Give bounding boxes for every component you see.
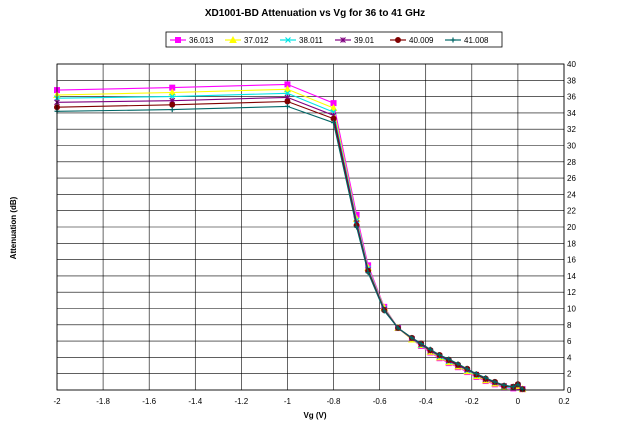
legend-label: 38.011 — [299, 36, 323, 45]
data-point — [395, 325, 401, 331]
x-tick-labels: -2 -1.8 -1.6 -1.4 -1.2 -1 -0.8 -0.6 -0.4 -0.2 0 0.2 — [53, 397, 570, 406]
data-point — [446, 356, 452, 362]
x-tick-label: -0.4 — [419, 397, 433, 406]
y-tick-label: 36 — [567, 93, 576, 102]
data-point — [329, 103, 338, 112]
y-tick-label: 34 — [567, 109, 576, 118]
legend-marker — [340, 37, 346, 43]
x-axis-label: Vg (V) — [303, 411, 326, 420]
x-tick-label: -2 — [53, 397, 61, 406]
data-point — [437, 352, 443, 358]
legend-label: 41.008 — [464, 36, 489, 45]
data-point — [473, 371, 479, 377]
x-tick-label: -1.2 — [234, 397, 248, 406]
y-tick-label: 22 — [567, 207, 576, 216]
x-tick-label: -1.8 — [96, 397, 110, 406]
y-tick-label: 0 — [567, 386, 572, 395]
x-tick-label: -1.6 — [142, 397, 156, 406]
legend-item: 40.009 — [390, 36, 434, 45]
data-point — [492, 379, 498, 385]
y-tick-label: 4 — [567, 353, 572, 362]
legend-marker — [395, 37, 401, 43]
legend-marker — [450, 37, 456, 43]
data-point — [418, 341, 424, 347]
y-tick-label: 2 — [567, 370, 572, 379]
data-point — [284, 103, 290, 109]
data-point — [464, 366, 470, 372]
data-point — [354, 224, 360, 230]
y-tick-label: 8 — [567, 321, 572, 330]
y-tick-label: 12 — [567, 288, 576, 297]
y-tick-label: 14 — [567, 272, 576, 281]
legend-item: 39.01 — [335, 36, 375, 45]
legend-item: 37.012 — [225, 35, 269, 45]
legend-marker — [175, 37, 181, 43]
series-line — [56, 83, 523, 390]
y-tick-label: 24 — [567, 190, 576, 199]
data-point — [409, 335, 415, 341]
data-point — [483, 375, 489, 381]
y-axis-label: Attenuation (dB) — [9, 196, 18, 259]
legend-box — [165, 31, 503, 48]
y-tick-label: 40 — [567, 60, 576, 69]
x-tick-label: -1.4 — [188, 397, 202, 406]
data-point — [381, 308, 387, 314]
data-point — [331, 120, 337, 126]
data-point — [283, 85, 292, 93]
y-tick-label: 38 — [567, 76, 576, 85]
legend-item: 36.013 — [170, 36, 214, 45]
legend-marker — [285, 37, 291, 43]
data-point — [427, 346, 433, 352]
data-point — [455, 361, 461, 367]
series-layer — [53, 81, 527, 393]
x-tick-label: -0.2 — [465, 397, 479, 406]
y-tick-label: 32 — [567, 125, 576, 134]
axes — [56, 63, 565, 391]
legend-marker — [229, 35, 237, 43]
data-point — [168, 88, 177, 96]
legend: 36.013 37.012 38.011 39.01 40.009 41.008 — [165, 31, 503, 48]
plot-border — [56, 63, 565, 391]
legend-item: 41.008 — [445, 36, 489, 45]
y-tick-label: 26 — [567, 174, 576, 183]
x-tick-label: 0.2 — [558, 397, 570, 406]
data-point — [520, 386, 526, 392]
y-tick-label: 18 — [567, 239, 576, 248]
x-tick-label: -0.8 — [327, 397, 341, 406]
data-point — [510, 384, 516, 390]
legend-label: 39.01 — [354, 36, 375, 45]
series-line — [56, 105, 523, 390]
data-point — [284, 98, 291, 105]
x-tick-label: 0 — [516, 397, 521, 406]
data-point — [169, 101, 176, 108]
legend-label: 40.009 — [409, 36, 434, 45]
data-point — [501, 382, 507, 388]
x-tick-label: -0.6 — [373, 397, 387, 406]
y-tick-label: 30 — [567, 142, 576, 151]
legend-item: 38.011 — [280, 36, 323, 45]
data-point — [365, 270, 371, 276]
series-41.008 — [54, 103, 526, 392]
chart-title: XD1001-BD Attenuation vs Vg for 36 to 41… — [205, 8, 425, 19]
legend-label: 37.012 — [244, 36, 269, 45]
y-tick-label: 10 — [567, 305, 576, 314]
data-point — [515, 381, 521, 387]
data-point — [169, 107, 175, 113]
y-tick-label: 6 — [567, 337, 572, 346]
y-tick-label: 28 — [567, 158, 576, 167]
gridlines — [56, 63, 565, 391]
x-tick-label: -1 — [284, 397, 292, 406]
y-tick-label: 16 — [567, 256, 576, 265]
y-tick-label: 20 — [567, 223, 576, 232]
legend-label: 36.013 — [189, 36, 214, 45]
